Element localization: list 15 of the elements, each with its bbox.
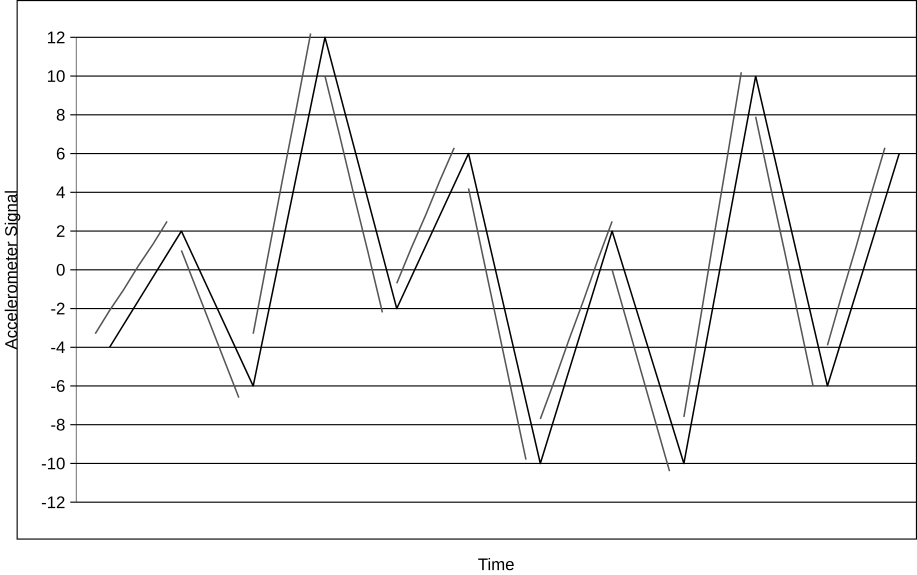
y-tick-label: 4	[56, 186, 65, 198]
y-tick-label: 0	[56, 264, 65, 276]
y-tick-label: -4	[51, 342, 65, 354]
y-tick-label: 8	[56, 108, 65, 121]
y-tick-label: -8	[51, 418, 65, 431]
y-tick-label: -12	[42, 496, 65, 508]
y-tick-label: 6	[56, 148, 65, 160]
y-tick-label: -10	[42, 458, 65, 470]
y-tick-label: 12	[48, 32, 65, 44]
y-tick-label: -2	[51, 302, 65, 314]
y-tick-label: 10	[48, 70, 65, 82]
x-axis-title: Time	[478, 558, 514, 570]
y-axis-title: Accelerometer Signal	[4, 191, 20, 350]
y-tick-label: -6	[51, 380, 65, 392]
y-tick-label: 2	[56, 225, 65, 237]
